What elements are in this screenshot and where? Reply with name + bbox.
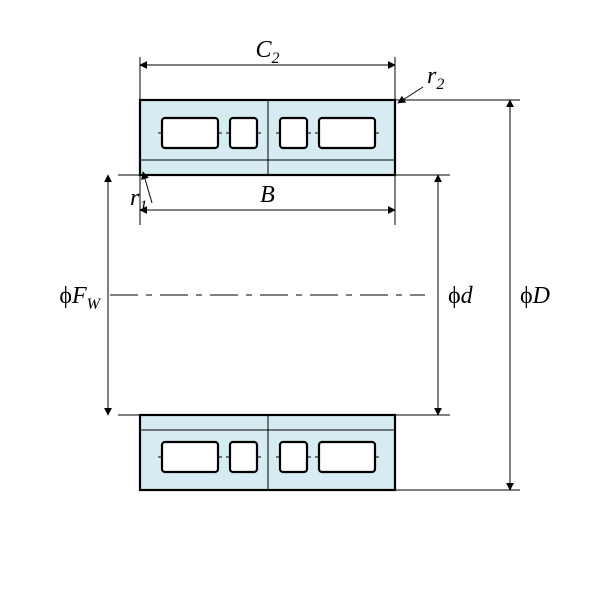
dimension-label: ϕFW <box>59 283 101 313</box>
roller <box>162 442 218 472</box>
roller <box>319 118 375 148</box>
roller <box>319 442 375 472</box>
dimension-label: r2 <box>427 63 444 93</box>
dimension-label: ϕd <box>448 283 474 309</box>
roller <box>280 442 307 472</box>
dimension-label: C2 <box>255 37 279 67</box>
roller <box>230 118 257 148</box>
roller <box>162 118 218 148</box>
dimension-label: B <box>260 182 275 208</box>
roller <box>230 442 257 472</box>
leader-r2 <box>398 87 423 103</box>
roller <box>280 118 307 148</box>
dimension-label: ϕD <box>520 283 550 309</box>
